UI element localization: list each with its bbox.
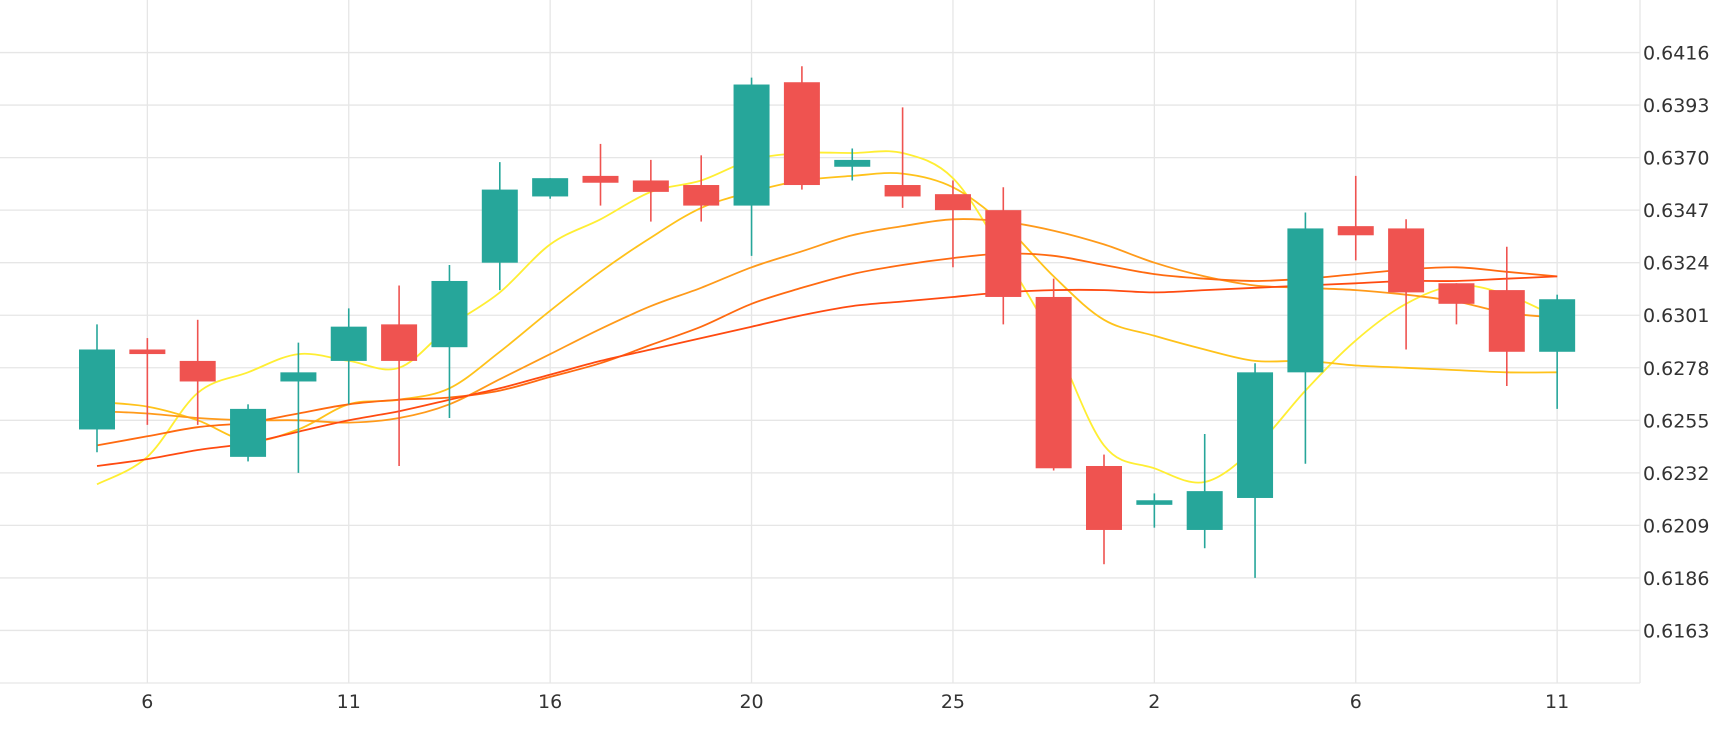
candle-body xyxy=(1438,283,1475,304)
y-tick-label: 0.6370 xyxy=(1643,148,1709,170)
candle xyxy=(1388,219,1425,350)
grid xyxy=(0,0,1641,684)
candle xyxy=(431,264,468,419)
moving-average-lines xyxy=(96,150,1558,486)
candle-body xyxy=(1488,290,1525,352)
candle xyxy=(1539,294,1576,409)
candle-body xyxy=(834,159,871,167)
x-tick-label: 11 xyxy=(337,691,361,713)
candle-body xyxy=(1287,228,1324,373)
candle-body xyxy=(1337,226,1374,236)
candle-body xyxy=(1136,500,1173,505)
candle-body xyxy=(381,324,418,361)
moving-average-line-3 xyxy=(96,218,1558,424)
candle xyxy=(280,342,317,473)
candle-body xyxy=(330,326,367,361)
candle xyxy=(733,77,770,256)
candle-body xyxy=(129,349,166,355)
candle xyxy=(783,66,820,190)
candle xyxy=(129,338,166,425)
y-tick-label: 0.6209 xyxy=(1643,515,1709,537)
x-tick-label: 6 xyxy=(1350,691,1362,713)
candle-body xyxy=(1086,465,1122,530)
candle xyxy=(632,159,669,222)
x-tick-label: 20 xyxy=(739,691,763,713)
candle xyxy=(884,107,921,208)
y-tick-label: 0.6232 xyxy=(1643,463,1709,485)
candle-body xyxy=(1388,228,1425,293)
candle-body xyxy=(934,194,971,211)
candle xyxy=(834,148,871,181)
moving-average-line-5 xyxy=(96,275,1558,467)
candle-body xyxy=(1035,296,1072,469)
candle xyxy=(1488,246,1525,387)
y-tick-label: 0.6393 xyxy=(1643,95,1709,117)
candle xyxy=(79,324,115,453)
x-tick-label: 25 xyxy=(941,691,965,713)
candle xyxy=(230,404,267,462)
candle-body xyxy=(532,178,569,197)
candle xyxy=(934,180,971,268)
y-tick-label: 0.6416 xyxy=(1643,43,1709,65)
candle xyxy=(1287,212,1324,464)
candle xyxy=(985,187,1022,325)
candle xyxy=(330,308,367,405)
y-axis-labels: 0.6416 0.6393 0.6370 0.6347 0.6324 0.6301 0.62… xyxy=(1643,43,1709,643)
candle xyxy=(179,319,216,425)
candles xyxy=(79,66,1576,578)
y-tick-label: 0.6163 xyxy=(1643,620,1709,642)
x-tick-label: 2 xyxy=(1148,691,1160,713)
candle-body xyxy=(582,175,619,183)
candle xyxy=(481,162,518,291)
candle-body xyxy=(1539,299,1576,352)
moving-average-line-2 xyxy=(96,172,1558,442)
candle xyxy=(1337,175,1374,261)
moving-average-line-1 xyxy=(96,150,1558,486)
candle xyxy=(1086,454,1122,565)
candle-body xyxy=(683,185,720,206)
moving-average-line-4 xyxy=(96,252,1558,447)
y-tick-label: 0.6347 xyxy=(1643,200,1709,222)
y-tick-label: 0.6186 xyxy=(1643,568,1709,590)
candle-body xyxy=(1237,372,1274,498)
y-tick-label: 0.6301 xyxy=(1643,305,1709,327)
candle-body xyxy=(733,84,770,206)
x-axis-labels: 6 11 16 20 25 2 6 11 xyxy=(141,691,1569,713)
candle xyxy=(1237,363,1274,578)
candle-body xyxy=(632,180,669,192)
candle xyxy=(582,143,619,206)
candle xyxy=(1136,493,1173,528)
candle-body xyxy=(1186,491,1223,530)
candle-body xyxy=(280,372,317,382)
y-tick-label: 0.6255 xyxy=(1643,410,1709,432)
candle-body xyxy=(79,349,115,430)
x-tick-label: 6 xyxy=(141,691,153,713)
candle-body xyxy=(783,82,820,186)
candle xyxy=(683,155,720,222)
y-tick-label: 0.6278 xyxy=(1643,358,1709,380)
candle-body xyxy=(431,280,468,348)
candle-body xyxy=(179,360,216,382)
candle-body xyxy=(230,408,267,457)
candle-body xyxy=(481,189,518,263)
candle-body xyxy=(985,210,1022,297)
y-tick-label: 0.6324 xyxy=(1643,253,1709,275)
candle xyxy=(381,285,418,466)
candle xyxy=(1438,283,1475,325)
candle xyxy=(1186,434,1223,549)
x-tick-label: 16 xyxy=(538,691,562,713)
candle xyxy=(532,178,569,199)
candle-body xyxy=(884,185,921,197)
x-tick-label: 11 xyxy=(1545,691,1569,713)
candle xyxy=(1035,278,1072,471)
